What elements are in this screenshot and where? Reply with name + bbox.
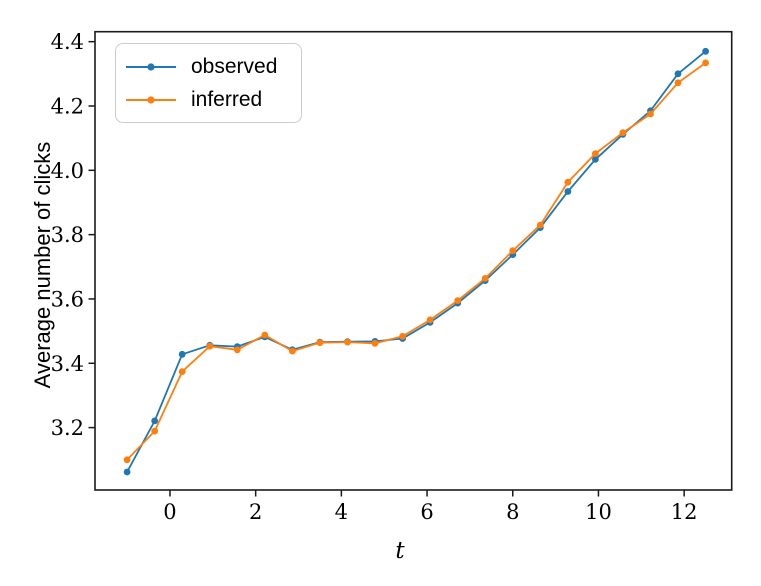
x-tick-label: 4 bbox=[335, 500, 348, 524]
data-point-inferred bbox=[206, 342, 214, 350]
x-axis-label: t bbox=[395, 538, 405, 564]
axes-frame bbox=[94, 30, 733, 491]
data-point-inferred bbox=[399, 332, 406, 340]
data-point-observed bbox=[592, 156, 599, 163]
data-point-inferred bbox=[564, 178, 572, 186]
data-point-observed bbox=[674, 70, 682, 78]
data-point-observed bbox=[702, 47, 709, 55]
y-tick-label: 3.4 bbox=[51, 352, 84, 376]
data-point-inferred bbox=[509, 247, 517, 255]
x-tick-label: 8 bbox=[506, 500, 519, 524]
data-point-observed bbox=[564, 188, 572, 195]
data-point-inferred bbox=[426, 316, 434, 324]
data-point-inferred bbox=[261, 331, 269, 339]
legend: observed inferred bbox=[115, 43, 302, 123]
data-point-observed bbox=[178, 350, 186, 358]
data-point-inferred bbox=[536, 221, 544, 229]
data-point-inferred bbox=[316, 339, 324, 347]
data-point-inferred bbox=[647, 110, 654, 118]
data-point-inferred bbox=[702, 59, 709, 67]
inferred-line-marker-icon bbox=[126, 95, 176, 104]
y-tick-label: 3.8 bbox=[51, 223, 84, 247]
y-tick-label: 3.2 bbox=[51, 416, 84, 440]
data-point-observed bbox=[151, 417, 159, 425]
legend-label-observed: observed bbox=[191, 55, 278, 78]
series-line-inferred bbox=[126, 62, 707, 461]
data-point-inferred bbox=[344, 338, 351, 346]
x-tick-label: 12 bbox=[671, 500, 698, 524]
legend-item-inferred: inferred bbox=[116, 89, 301, 110]
legend-label-inferred: inferred bbox=[191, 88, 263, 111]
series-line-observed bbox=[126, 50, 707, 473]
data-point-observed bbox=[123, 468, 131, 476]
x-tick-label: 0 bbox=[163, 500, 176, 524]
data-point-inferred bbox=[151, 427, 159, 435]
data-point-inferred bbox=[481, 275, 489, 282]
observed-line-marker-icon bbox=[126, 62, 176, 71]
y-tick-label: 4.4 bbox=[51, 30, 84, 54]
y-tick-label: 3.6 bbox=[51, 287, 84, 311]
x-tick-label: 10 bbox=[585, 500, 612, 524]
data-point-inferred bbox=[371, 339, 379, 347]
data-point-inferred bbox=[454, 297, 462, 304]
data-point-inferred bbox=[123, 456, 131, 464]
data-point-inferred bbox=[592, 150, 599, 158]
y-axis-label: Average number of clicks bbox=[30, 141, 55, 389]
legend-item-observed: observed bbox=[116, 56, 301, 77]
x-tick-label: 2 bbox=[249, 500, 262, 524]
data-point-inferred bbox=[674, 79, 682, 87]
y-tick-label: 4.2 bbox=[51, 94, 84, 118]
data-point-inferred bbox=[619, 129, 627, 137]
data-point-inferred bbox=[289, 347, 296, 355]
y-tick-label: 4.0 bbox=[51, 159, 84, 183]
data-point-inferred bbox=[233, 346, 241, 354]
data-point-inferred bbox=[178, 368, 186, 375]
x-tick-label: 6 bbox=[420, 500, 433, 524]
